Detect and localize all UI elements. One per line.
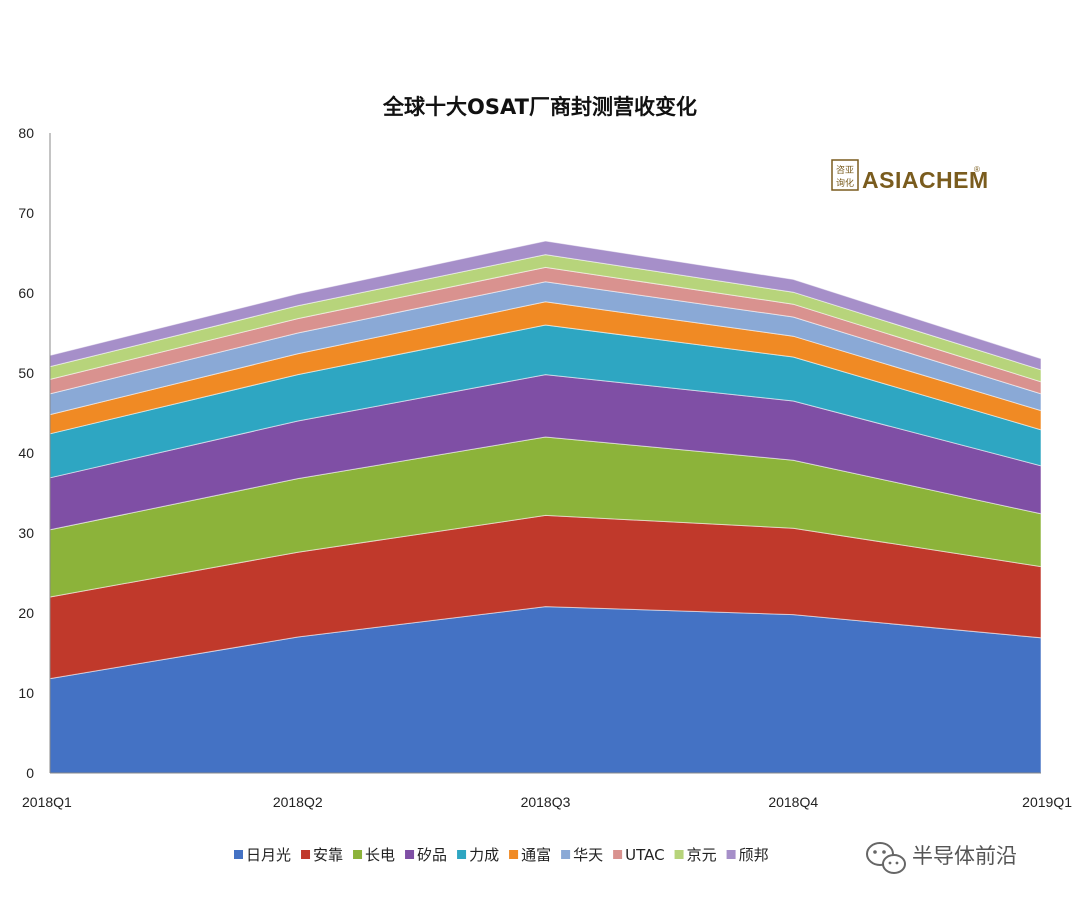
asiachem-logo: 咨亚 询化 ASIACHEM ®	[831, 159, 989, 193]
y-tick-label-7: 70	[18, 205, 34, 221]
legend-label-5: 通富	[521, 846, 551, 864]
x-tick-label-3: 2018Q4	[768, 794, 818, 810]
area-series-9	[49, 240, 1042, 371]
logo-text: ASIACHEM	[862, 167, 989, 193]
legend-swatch-5	[509, 850, 519, 859]
legend-label-2: 长电	[365, 846, 395, 864]
series-areas	[49, 240, 1042, 774]
y-tick-label-6: 60	[18, 285, 34, 301]
legend-label-8: 京元	[687, 846, 717, 864]
y-tick-labels: 0 10 20 30 40 50 60 70 80	[18, 125, 34, 781]
axes	[49, 133, 1041, 774]
legend-swatch-7	[613, 850, 623, 859]
legend-swatch-1	[301, 850, 311, 859]
legend-swatch-0	[234, 850, 243, 859]
y-tick-label-0: 0	[26, 765, 34, 781]
y-tick-label-5: 50	[18, 365, 34, 381]
x-tick-label-0: 2018Q1	[22, 794, 72, 810]
svg-text:®: ®	[974, 165, 980, 174]
legend: 日月光 安靠 长电 矽品 力成 通富 华天 UTAC 京元 颀邦	[234, 846, 769, 864]
legend-label-0: 日月光	[246, 846, 291, 864]
y-tick-label-1: 10	[18, 685, 34, 701]
legend-label-3: 矽品	[417, 846, 447, 864]
legend-label-6: 华天	[573, 846, 603, 864]
legend-swatch-4	[457, 850, 467, 859]
watermark: 半导体前沿	[866, 842, 1017, 874]
legend-swatch-8	[674, 850, 684, 859]
wechat-icon	[866, 842, 906, 874]
x-tick-label-2: 2018Q3	[521, 794, 571, 810]
y-tick-label-2: 20	[18, 605, 34, 621]
svg-text:询化: 询化	[836, 177, 854, 189]
x-tick-label-1: 2018Q2	[273, 794, 323, 810]
svg-text:咨亚: 咨亚	[836, 164, 854, 176]
legend-swatch-6	[561, 850, 571, 859]
legend-label-9: 颀邦	[739, 846, 769, 864]
x-tick-label-4: 2019Q1	[1022, 794, 1072, 810]
logo-seal-icon	[831, 159, 859, 191]
y-tick-label-8: 80	[18, 125, 34, 141]
watermark-text: 半导体前沿	[912, 844, 1017, 868]
x-tick-labels: 2018Q1 2018Q2 2018Q3 2018Q4 2019Q1	[22, 794, 1072, 810]
legend-swatch-3	[405, 850, 415, 859]
y-tick-label-3: 30	[18, 525, 34, 541]
legend-swatch-2	[353, 850, 363, 859]
legend-label-4: 力成	[469, 846, 499, 864]
legend-swatch-9	[726, 850, 736, 859]
legend-label-1: 安靠	[313, 846, 343, 864]
y-tick-label-4: 40	[18, 445, 34, 461]
legend-label-7: UTAC	[625, 846, 664, 864]
chart-title: 全球十大OSAT厂商封测营收变化	[382, 95, 697, 119]
